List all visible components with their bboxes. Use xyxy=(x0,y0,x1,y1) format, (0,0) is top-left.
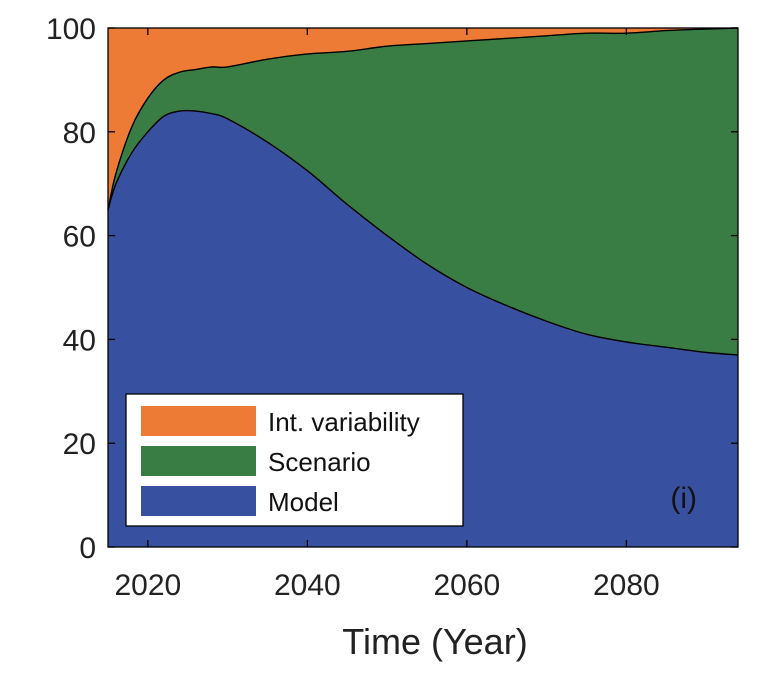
legend-label-int-variability: Int. variability xyxy=(268,407,420,437)
x-tick-label: 2060 xyxy=(433,569,500,602)
legend: Int. variability Scenario Model xyxy=(125,393,464,527)
x-axis: 2020 2040 2060 2080 xyxy=(114,28,660,602)
y-tick-label: 100 xyxy=(46,13,96,46)
y-tick-label: 60 xyxy=(63,221,96,254)
plot-frame xyxy=(107,27,739,548)
legend-swatch-scenario xyxy=(141,446,256,476)
y-axis: 0 20 40 60 80 100 xyxy=(46,13,738,565)
x-axis-title: Time (Year) xyxy=(342,621,527,662)
legend-swatch-int-variability xyxy=(141,406,256,436)
y-tick-label: 20 xyxy=(63,428,96,461)
legend-swatch-model xyxy=(141,486,256,516)
boundary-lines xyxy=(107,27,739,356)
x-tick-label: 2040 xyxy=(274,569,341,602)
y-tick-label: 0 xyxy=(79,532,96,565)
legend-label-scenario: Scenario xyxy=(268,447,371,477)
x-tick-label: 2080 xyxy=(593,569,660,602)
y-tick-label: 40 xyxy=(63,324,96,357)
boundary-model xyxy=(107,109,739,356)
legend-label-model: Model xyxy=(268,487,339,517)
panel-label: (i) xyxy=(670,482,697,515)
x-tick-label: 2020 xyxy=(114,569,181,602)
y-tick-label: 80 xyxy=(63,117,96,150)
area-int-variability xyxy=(108,28,738,210)
area-scenario xyxy=(108,28,738,355)
boundary-scenario xyxy=(107,27,739,210)
